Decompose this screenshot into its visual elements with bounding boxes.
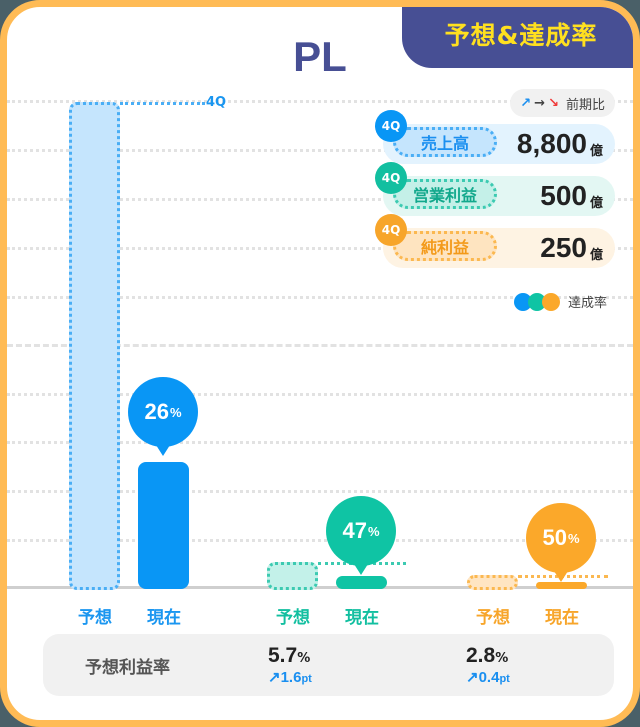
speech-bubbles-icon <box>513 292 562 311</box>
gridline <box>7 149 633 152</box>
kpi-operating-profit: 営業利益 4Q 500 億 <box>375 162 615 216</box>
q4-marker: 4Q <box>206 95 227 110</box>
kpi-value: 8,800 億 <box>516 128 603 159</box>
kpi-label-tag: 営業利益 <box>393 179 497 209</box>
gridline <box>7 247 633 250</box>
x-label-current: 現在 <box>545 608 579 628</box>
gridline <box>7 393 633 396</box>
forecast-bar-sales <box>69 102 120 590</box>
q4-leader-line-sales <box>120 102 205 105</box>
gridline <box>7 100 633 103</box>
kpi-label-tag: 売上高 <box>393 127 497 157</box>
kpi-value: 250 億 <box>540 232 603 263</box>
x-label-current: 現在 <box>147 608 181 628</box>
forecast-bar-operating-profit <box>267 562 318 590</box>
gridline <box>7 441 633 444</box>
current-bar-sales <box>138 462 189 589</box>
forecast-bar-net-profit <box>467 575 518 590</box>
gridline <box>7 539 633 542</box>
kpi-label-tag: 純利益 <box>393 231 497 261</box>
prior-period-legend: ↗ → ↘ 前期比 <box>510 89 615 117</box>
prior-period-label: 前期比 <box>565 97 605 113</box>
arrow-up-right-icon: ↗ <box>520 95 532 111</box>
arrow-down-right-icon: ↘ <box>548 95 559 111</box>
arrow-right-icon: → <box>534 95 546 111</box>
achievement-bubble-sales: 26% <box>128 377 198 456</box>
gridline <box>7 490 633 493</box>
current-bar-net-profit <box>536 582 587 589</box>
operating-margin: 5.7% ↗1.6pt <box>268 644 312 686</box>
achievement-rate-label: 達成率 <box>567 296 607 311</box>
gridline <box>7 296 633 299</box>
achievement-rate-legend: 達成率 <box>513 292 607 311</box>
kpi-value: 500 億 <box>540 180 603 211</box>
achievement-bubble-operating-profit: 47% <box>326 496 396 575</box>
gridline <box>7 198 633 201</box>
forecast-margin-panel: 予想利益率 5.7% ↗1.6pt 2.8% ↗0.4pt <box>43 634 614 696</box>
arrow-up-right-icon: ↗ <box>466 669 479 686</box>
forecast-margin-label: 予想利益率 <box>85 658 170 678</box>
quarter-badge: 4Q <box>375 162 407 194</box>
chart-baseline <box>7 586 633 589</box>
net-margin: 2.8% ↗0.4pt <box>466 644 510 686</box>
forecast-achievement-badge: 予想&達成率 <box>402 7 633 68</box>
achievement-bubble-net-profit: 50% <box>526 503 596 582</box>
x-label-forecast: 予想 <box>476 608 510 628</box>
quarter-badge: 4Q <box>375 110 407 142</box>
x-label-current: 現在 <box>345 608 379 628</box>
kpi-net-profit: 純利益 4Q 250 億 <box>375 214 615 268</box>
arrow-up-right-icon: ↗ <box>268 669 281 686</box>
x-label-forecast: 予想 <box>78 608 112 628</box>
gridline-midline <box>7 344 633 347</box>
x-label-forecast: 予想 <box>276 608 310 628</box>
kpi-sales: 売上高 4Q 8,800 億 <box>375 110 615 164</box>
current-bar-operating-profit <box>336 576 387 589</box>
quarter-badge: 4Q <box>375 214 407 246</box>
page-title: PL <box>293 33 347 80</box>
